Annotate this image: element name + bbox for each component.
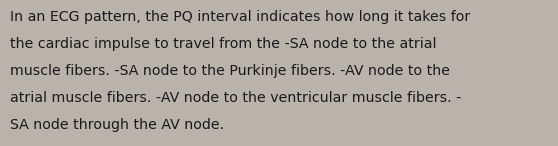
Text: the cardiac impulse to travel from the -SA node to the atrial: the cardiac impulse to travel from the -…: [10, 37, 436, 51]
Text: In an ECG pattern, the PQ interval indicates how long it takes for: In an ECG pattern, the PQ interval indic…: [10, 10, 470, 24]
Text: SA node through the AV node.: SA node through the AV node.: [10, 118, 224, 132]
Text: muscle fibers. -SA node to the Purkinje fibers. -AV node to the: muscle fibers. -SA node to the Purkinje …: [10, 64, 450, 78]
Text: atrial muscle fibers. -AV node to the ventricular muscle fibers. -: atrial muscle fibers. -AV node to the ve…: [10, 91, 461, 105]
